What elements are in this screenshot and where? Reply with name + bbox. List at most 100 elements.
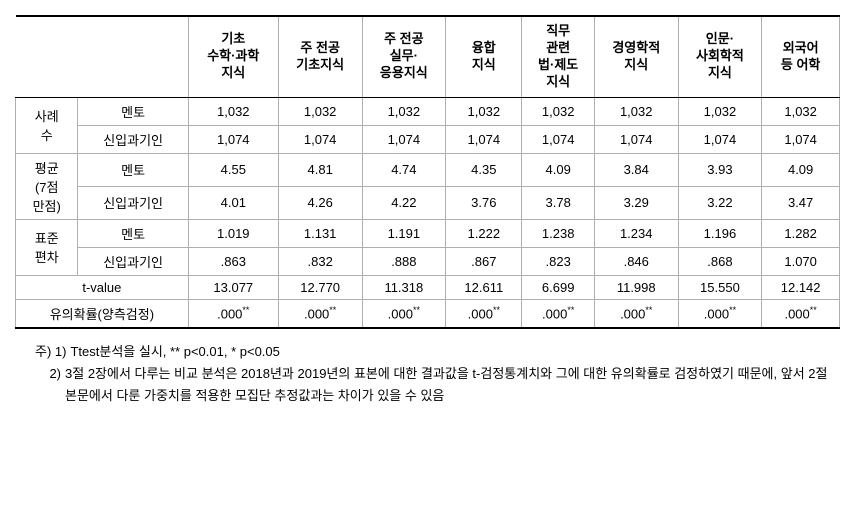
col-header-3: 주 전공기초지식 xyxy=(278,16,362,97)
footnote-line: 주) 1)Ttest분석을 실시, ** p<0.01, * p<0.05 xyxy=(35,341,840,363)
data-cell: 1.282 xyxy=(762,219,840,247)
data-row: 신입과기인4.014.264.223.763.783.293.223.47 xyxy=(16,186,840,219)
data-cell: 4.22 xyxy=(362,186,446,219)
summary-cell: 13.077 xyxy=(188,275,278,299)
data-cell: .832 xyxy=(278,247,362,275)
footnote-text: 3절 2장에서 다루는 비교 분석은 2018년과 2019년의 표본에 대한 … xyxy=(65,363,840,407)
data-cell: .888 xyxy=(362,247,446,275)
summary-cell: 12.142 xyxy=(762,275,840,299)
data-cell: 4.26 xyxy=(278,186,362,219)
statistics-table: 기초수학·과학지식주 전공기초지식주 전공실무·응용지식융합지식직무관련법·제도… xyxy=(15,15,840,329)
summary-cell: 12.611 xyxy=(446,275,522,299)
summary-cell: .000** xyxy=(446,299,522,328)
data-cell: 3.76 xyxy=(446,186,522,219)
header-row: 기초수학·과학지식주 전공기초지식주 전공실무·응용지식융합지식직무관련법·제도… xyxy=(16,16,840,97)
data-cell: 1.196 xyxy=(678,219,762,247)
data-cell: 1,074 xyxy=(594,125,678,153)
data-row: 표준편차멘토1.0191.1311.1911.2221.2381.2341.19… xyxy=(16,219,840,247)
data-cell: 1.131 xyxy=(278,219,362,247)
summary-row-label: t-value xyxy=(16,275,189,299)
col-header-8: 인문·사회학적지식 xyxy=(678,16,762,97)
data-cell: 1.070 xyxy=(762,247,840,275)
summary-cell: .000** xyxy=(678,299,762,328)
data-cell: 3.29 xyxy=(594,186,678,219)
data-cell: 1,032 xyxy=(522,97,594,125)
summary-cell: .000** xyxy=(278,299,362,328)
summary-cell: 6.699 xyxy=(522,275,594,299)
col-header-5: 융합지식 xyxy=(446,16,522,97)
data-row: 신입과기인1,0741,0741,0741,0741,0741,0741,074… xyxy=(16,125,840,153)
data-cell: 1.234 xyxy=(594,219,678,247)
summary-cell: .000** xyxy=(522,299,594,328)
footnote-line: 2)3절 2장에서 다루는 비교 분석은 2018년과 2019년의 표본에 대… xyxy=(35,363,840,407)
summary-cell: .000** xyxy=(594,299,678,328)
data-row: 평균(7점만점)멘토4.554.814.744.354.093.843.934.… xyxy=(16,153,840,186)
data-cell: 1,032 xyxy=(594,97,678,125)
data-cell: 1.019 xyxy=(188,219,278,247)
data-cell: 1.191 xyxy=(362,219,446,247)
data-cell: 1,032 xyxy=(188,97,278,125)
subrow-label: 신입과기인 xyxy=(78,186,188,219)
data-row: 사례수멘토1,0321,0321,0321,0321,0321,0321,032… xyxy=(16,97,840,125)
subrow-label: 멘토 xyxy=(78,219,188,247)
data-cell: 4.35 xyxy=(446,153,522,186)
table-footnotes: 주) 1)Ttest분석을 실시, ** p<0.01, * p<0.05 2)… xyxy=(15,341,840,407)
data-cell: 3.47 xyxy=(762,186,840,219)
summary-cell: 15.550 xyxy=(678,275,762,299)
data-cell: 4.01 xyxy=(188,186,278,219)
data-cell: 3.22 xyxy=(678,186,762,219)
data-cell: 1,074 xyxy=(188,125,278,153)
data-cell: 4.55 xyxy=(188,153,278,186)
data-cell: 4.81 xyxy=(278,153,362,186)
data-cell: 1,032 xyxy=(762,97,840,125)
subrow-label: 멘토 xyxy=(78,153,188,186)
subrow-label: 신입과기인 xyxy=(78,125,188,153)
data-row: 신입과기인.863.832.888.867.823.846.8681.070 xyxy=(16,247,840,275)
summary-row-label: 유의확률(양측검정) xyxy=(16,299,189,328)
data-cell: .867 xyxy=(446,247,522,275)
data-cell: 1,032 xyxy=(362,97,446,125)
data-cell: 4.74 xyxy=(362,153,446,186)
summary-cell: 11.318 xyxy=(362,275,446,299)
data-cell: 1,074 xyxy=(446,125,522,153)
data-cell: 1,032 xyxy=(278,97,362,125)
data-cell: .823 xyxy=(522,247,594,275)
footnote-text: Ttest분석을 실시, ** p<0.01, * p<0.05 xyxy=(70,341,840,363)
data-cell: .863 xyxy=(188,247,278,275)
data-cell: 4.09 xyxy=(762,153,840,186)
data-cell: 1,074 xyxy=(522,125,594,153)
summary-cell: .000** xyxy=(762,299,840,328)
data-cell: 4.09 xyxy=(522,153,594,186)
data-cell: 1,074 xyxy=(678,125,762,153)
data-cell: .846 xyxy=(594,247,678,275)
statistics-table-container: 기초수학·과학지식주 전공기초지식주 전공실무·응용지식융합지식직무관련법·제도… xyxy=(15,15,840,407)
col-header-2: 기초수학·과학지식 xyxy=(188,16,278,97)
row-group-label: 평균(7점만점) xyxy=(16,153,78,219)
data-cell: 1.238 xyxy=(522,219,594,247)
summary-row: 유의확률(양측검정).000**.000**.000**.000**.000**… xyxy=(16,299,840,328)
summary-cell: .000** xyxy=(188,299,278,328)
col-header-0 xyxy=(16,16,189,97)
data-cell: 1,074 xyxy=(762,125,840,153)
subrow-label: 멘토 xyxy=(78,97,188,125)
data-cell: 3.78 xyxy=(522,186,594,219)
col-header-4: 주 전공실무·응용지식 xyxy=(362,16,446,97)
data-cell: 1,032 xyxy=(446,97,522,125)
summary-cell: 11.998 xyxy=(594,275,678,299)
data-cell: 1,074 xyxy=(362,125,446,153)
subrow-label: 신입과기인 xyxy=(78,247,188,275)
data-cell: .868 xyxy=(678,247,762,275)
col-header-7: 경영학적지식 xyxy=(594,16,678,97)
summary-cell: .000** xyxy=(362,299,446,328)
summary-cell: 12.770 xyxy=(278,275,362,299)
data-cell: 1.222 xyxy=(446,219,522,247)
col-header-6: 직무관련법·제도지식 xyxy=(522,16,594,97)
data-cell: 3.84 xyxy=(594,153,678,186)
col-header-9: 외국어등 어학 xyxy=(762,16,840,97)
row-group-label: 사례수 xyxy=(16,97,78,153)
data-cell: 1,032 xyxy=(678,97,762,125)
row-group-label: 표준편차 xyxy=(16,219,78,275)
summary-row: t-value13.07712.77011.31812.6116.69911.9… xyxy=(16,275,840,299)
footnote-prefix: 주) 1) xyxy=(35,341,66,363)
footnote-prefix: 2) xyxy=(35,363,61,407)
